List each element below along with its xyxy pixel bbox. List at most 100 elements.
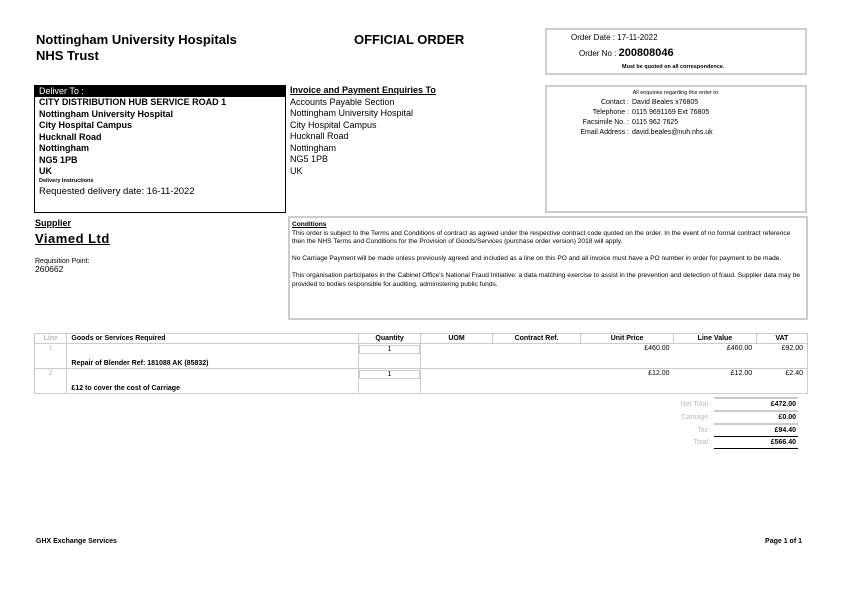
requisition-point-value: 260662 xyxy=(35,264,64,274)
column-header: Unit Price xyxy=(579,333,675,344)
requisition-point-label: Requisition Point: xyxy=(35,258,90,265)
uom-cell xyxy=(420,343,493,369)
conditions-box: Conditions This order is subject to the … xyxy=(288,216,808,320)
contact-note: All enquiries regarding this order to: xyxy=(632,90,720,96)
invoice-line: Nottingham University Hospital xyxy=(290,108,414,118)
conditions-text: This order is subject to the Terms and C… xyxy=(292,230,804,290)
quantity-value: 1 xyxy=(359,370,420,379)
item-description: Repair of Blender Ref: 181088 AK (85832) xyxy=(66,343,360,369)
org-line1: Nottingham University Hospitals xyxy=(36,32,237,47)
deliver-line: Nottingham xyxy=(39,143,89,153)
vat-cell: £92.00 xyxy=(756,343,809,369)
contact-value: 0115 962 7625 xyxy=(632,119,679,126)
contact-row: Contact : David Beales x76805 xyxy=(547,99,805,106)
conditions-label: Conditions xyxy=(292,221,327,228)
invoice-line: Accounts Payable Section xyxy=(290,96,395,107)
total-value: £0.00 xyxy=(714,410,798,424)
conditions-paragraph: This order is subject to the Terms and C… xyxy=(292,229,791,246)
order-info-box: Order Date : 17-11-2022 Order No : 20080… xyxy=(545,28,807,75)
value-cell: £460.00 xyxy=(673,343,757,369)
invoice-block: Invoice and Payment Enquiries To Account… xyxy=(290,85,546,177)
supplier-name: Viamed Ltd xyxy=(35,231,110,246)
deliver-address: CITY DISTRIBUTION HUB SERVICE ROAD 1 Nott… xyxy=(35,97,285,178)
org-line2: NHS Trust xyxy=(36,48,99,63)
total-label: Tax : xyxy=(697,426,712,434)
total-row: Net Total : £472.00 xyxy=(640,397,798,411)
order-no-label: Order No : xyxy=(579,49,617,58)
column-header: Contract Ref. xyxy=(492,333,581,344)
line-number: 1 xyxy=(33,343,68,369)
unit-cell: £460.00 xyxy=(580,343,674,369)
contact-row: Facsimile No. :0115 962 7625 xyxy=(547,119,805,126)
contact-rows: Contact : David Beales x76805 Telephone :0… xyxy=(547,99,805,136)
ref-cell xyxy=(492,343,581,369)
total-label: Net Total : xyxy=(680,401,712,408)
column-header: Line Value xyxy=(673,333,757,344)
contact-label: Contact : xyxy=(600,99,629,106)
org-name: Nottingham University Hospitals NHS Trus… xyxy=(36,32,237,64)
invoice-line: Nottingham xyxy=(290,142,337,153)
page-number: Page 1 of 1 xyxy=(765,538,802,545)
quantity-value: 1 xyxy=(359,345,420,354)
item-description-text: Repair of Blender Ref: 181088 AK (85832) xyxy=(71,360,209,367)
delivery-instructions: Requested delivery date: 16-11-2022 xyxy=(39,185,195,197)
document-title: OFFICIAL ORDER xyxy=(354,32,465,47)
conditions-paragraph: This organisation participates in the Ca… xyxy=(292,272,801,288)
item-description: £12 to cover the cost of Carriage xyxy=(66,368,360,394)
column-header: UOM xyxy=(419,333,494,344)
total-value: £472.00 xyxy=(714,397,798,411)
supplier-label: Supplier xyxy=(35,218,72,228)
deliver-line: Nottingham University Hospital xyxy=(39,108,174,119)
total-row: Tax : £94.40 xyxy=(640,423,798,437)
line-number: 2 xyxy=(33,368,68,394)
total-row: Total : £566.40 xyxy=(640,436,798,449)
column-header: Line xyxy=(33,333,68,344)
contact-value: 0115 9691169 Ext 76805 xyxy=(632,109,710,116)
contact-label: Email Address : xyxy=(580,129,629,136)
invoice-line: NG5 1PB xyxy=(290,154,329,164)
invoice-line: City Hospital Campus xyxy=(290,119,377,130)
contact-label: Telephone : xyxy=(592,109,629,116)
column-header: Quantity xyxy=(358,333,421,344)
contact-row: Email Address : david.beales@nuh.nhs.uk xyxy=(547,129,805,136)
column-header: Goods or Services Required xyxy=(66,333,360,344)
table-row: 1 Repair of Blender Ref: 181088 AK (85832… xyxy=(33,343,809,369)
order-date-label: Order Date : xyxy=(571,33,616,42)
quantity-cell: 1 xyxy=(358,368,421,394)
uom-cell xyxy=(420,368,493,394)
contact-label: Facsimile No. : xyxy=(582,119,629,126)
total-label: Total : xyxy=(693,439,712,446)
column-header: VAT xyxy=(755,333,809,344)
invoice-address: Accounts Payable Section Nottingham Unive… xyxy=(290,97,546,178)
invoice-line: UK xyxy=(290,165,303,176)
invoice-line: Hucknall Road xyxy=(290,131,349,141)
total-label: Carriage : xyxy=(681,414,712,421)
invoice-label: Invoice and Payment Enquiries To xyxy=(290,85,436,95)
deliver-to-box: Deliver To : CITY DISTRIBUTION HUB SERVI… xyxy=(34,85,286,213)
item-description-text: £12 to cover the cost of Carriage xyxy=(71,385,180,392)
deliver-to-label: Deliver To : xyxy=(35,86,285,97)
unit-cell: £12.00 xyxy=(580,368,674,394)
deliver-line: UK xyxy=(39,166,52,176)
total-value: £94.40 xyxy=(714,423,798,437)
quantity-cell: 1 xyxy=(358,343,421,369)
supplier-block: Supplier Viamed Ltd Requisition Point: 2… xyxy=(35,218,110,273)
totals-table: Net Total : £472.00 Carriage : £0.00 Tax : £9… xyxy=(640,397,798,449)
delivery-instructions-label: Delivery Instructions xyxy=(39,177,94,184)
contact-row: Telephone :0115 9691169 Ext 76805 xyxy=(547,109,805,116)
conditions-paragraph: No Carriage Payment will be made unless … xyxy=(292,255,782,262)
value-cell: £12.00 xyxy=(673,368,757,394)
deliver-line: CITY DISTRIBUTION HUB SERVICE ROAD 1 xyxy=(39,97,227,107)
deliver-line: Hucknall Road xyxy=(39,131,102,142)
ref-cell xyxy=(492,368,581,394)
total-row: Carriage : £0.00 xyxy=(640,410,798,424)
footer-left: GHX Exchange Services xyxy=(36,538,117,545)
order-no: 200808046 xyxy=(618,47,674,59)
table-row: 2 £12 to cover the cost of Carriage 1 £12.0… xyxy=(33,368,809,394)
contact-value: David Beales x76805 xyxy=(632,99,699,106)
contact-box: All enquiries regarding this order to: C… xyxy=(545,85,807,213)
contact-value: david.beales@nuh.nhs.uk xyxy=(632,129,713,136)
total-value: £566.40 xyxy=(714,436,798,449)
deliver-line: NG5 1PB xyxy=(39,154,78,165)
